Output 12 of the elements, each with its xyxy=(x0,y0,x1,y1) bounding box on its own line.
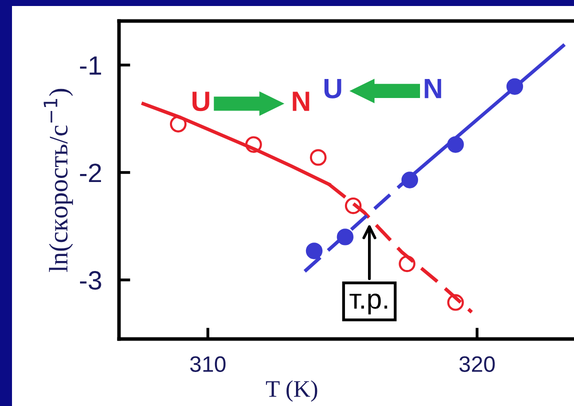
y-tick-label: -1 xyxy=(80,56,102,75)
annotation: U xyxy=(192,92,210,112)
x-axis-title: T (K) xyxy=(266,380,318,402)
x-tick-label: 320 xyxy=(459,356,495,372)
x-tick-label: 310 xyxy=(190,356,226,372)
annotation: т.р. xyxy=(350,294,388,314)
annotation: U xyxy=(324,79,342,98)
y-tick-label: -3 xyxy=(80,271,102,290)
annotation: N xyxy=(292,92,310,111)
annotation: N xyxy=(424,79,442,98)
y-axis-title: ln(скорость/с$^{−1}$) xyxy=(44,88,73,272)
y-tick-label: -2 xyxy=(80,164,102,182)
